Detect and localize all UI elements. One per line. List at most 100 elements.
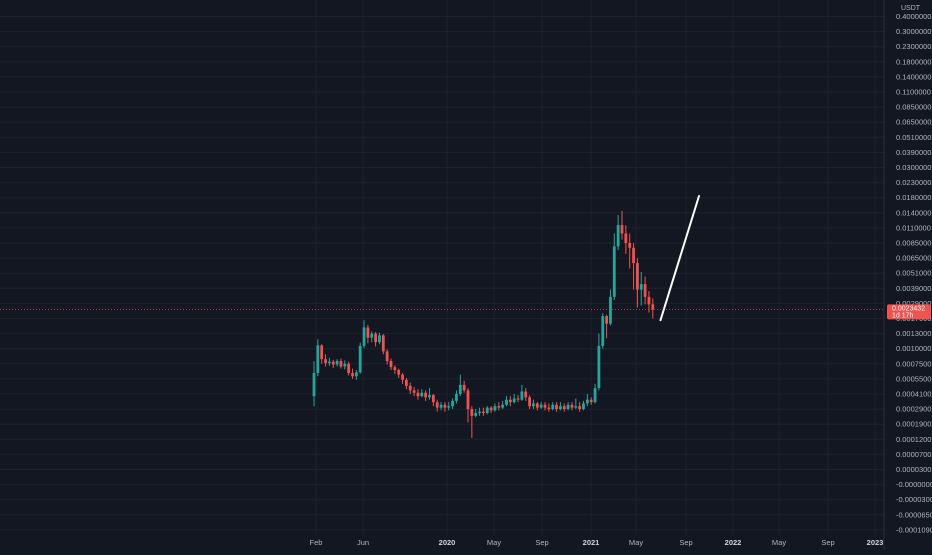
current-price-value: 0.0023432 xyxy=(892,305,925,312)
candle xyxy=(508,396,512,407)
candle-body xyxy=(378,335,381,343)
candle xyxy=(612,233,616,301)
price-tick-label: 0.0013000 xyxy=(896,329,931,338)
candle xyxy=(370,331,374,343)
candle-body xyxy=(559,406,562,410)
price-tick-label: 0.1100000 xyxy=(896,88,931,97)
price-tick-label: 0.0140000 xyxy=(896,208,931,217)
candle-body xyxy=(478,411,481,413)
candle-body xyxy=(632,247,635,264)
candle xyxy=(474,409,478,418)
candle xyxy=(535,402,539,411)
candle xyxy=(374,331,377,347)
candle xyxy=(354,370,358,380)
candle xyxy=(632,243,635,290)
candle-body xyxy=(562,406,566,410)
trendline[interactable] xyxy=(659,195,700,322)
candle xyxy=(397,368,401,379)
candle xyxy=(320,344,324,364)
current-price-badge xyxy=(887,304,931,320)
candle-body xyxy=(416,392,420,397)
candle-body xyxy=(351,373,354,377)
candle-body xyxy=(447,406,451,408)
candle xyxy=(416,389,420,400)
candle-body xyxy=(328,361,331,364)
candle xyxy=(524,388,528,401)
candle xyxy=(428,388,431,400)
candle-body xyxy=(628,243,632,248)
candle xyxy=(420,389,424,398)
candle xyxy=(643,276,647,305)
price-tick-label: -0.0000000 xyxy=(896,480,932,489)
candle xyxy=(489,406,493,413)
price-tick-label: 0.0039000 xyxy=(896,284,931,293)
price-tick-label: 0.0085000 xyxy=(896,239,931,248)
candle-body xyxy=(647,296,651,305)
candle xyxy=(609,289,612,326)
candle-countdown: 1d 17h xyxy=(892,312,914,319)
candle xyxy=(532,399,535,410)
candle xyxy=(485,406,489,415)
candle xyxy=(582,400,585,411)
candle-body xyxy=(385,351,389,362)
candle-body xyxy=(462,384,466,391)
candle xyxy=(516,395,520,403)
candle xyxy=(339,358,343,369)
candle-body xyxy=(412,390,416,393)
candle-body xyxy=(639,284,643,290)
candle-body xyxy=(312,373,316,397)
candle-body xyxy=(401,374,404,380)
candle xyxy=(585,394,589,407)
candle-body xyxy=(624,233,628,243)
candle xyxy=(378,332,381,345)
candle-body xyxy=(424,392,428,398)
candle xyxy=(497,402,501,411)
candle xyxy=(439,402,443,411)
candle-body xyxy=(316,345,320,374)
candle xyxy=(424,390,428,401)
candle-body xyxy=(520,391,524,400)
candle xyxy=(312,361,316,407)
price-tick-label: 0.0390000 xyxy=(896,148,931,157)
candle-body xyxy=(393,367,397,371)
price-tick-label: 0.0007500 xyxy=(896,359,931,368)
candle-body xyxy=(397,370,401,375)
candle xyxy=(628,233,632,269)
price-tick-label: 0.0051000 xyxy=(896,269,931,278)
price-tick-label: 0.1400000 xyxy=(896,72,931,81)
candle xyxy=(547,403,551,412)
candle xyxy=(455,390,458,404)
candle-body xyxy=(466,390,470,410)
candle xyxy=(358,342,362,374)
candle xyxy=(343,360,347,370)
candle-body xyxy=(489,407,493,411)
time-tick-label: May xyxy=(629,538,643,547)
candle-body xyxy=(524,391,528,398)
candle-body xyxy=(508,399,512,403)
price-tick-label: -0.0001090 xyxy=(896,525,932,534)
candle-body xyxy=(593,388,597,403)
candle-body xyxy=(574,406,578,408)
candle xyxy=(647,290,651,313)
candle-body xyxy=(439,404,443,408)
trendline-drawing[interactable] xyxy=(659,195,700,322)
candle-body xyxy=(366,327,370,338)
candle xyxy=(331,359,335,368)
price-tick-label: 0.0001900 xyxy=(896,420,931,429)
candle xyxy=(362,320,366,349)
price-tick-label: 0.4000000 xyxy=(896,12,931,21)
time-tick-label: Jun xyxy=(357,538,369,547)
candle-body xyxy=(589,399,593,403)
candle-body xyxy=(547,407,551,410)
candle xyxy=(520,384,524,401)
time-axis[interactable]: Feb Jun 2020 May Sep 2021 May Sep 2022 May Sep 2023 xyxy=(310,538,884,547)
time-tick-label: Sep xyxy=(821,538,834,547)
time-tick-label: May xyxy=(487,538,501,547)
time-tick-label: Feb xyxy=(310,538,323,547)
candle-body xyxy=(582,403,585,410)
price-tick-label: 0.1800000 xyxy=(896,57,931,66)
price-tick-label: 0.0001200 xyxy=(896,435,931,444)
